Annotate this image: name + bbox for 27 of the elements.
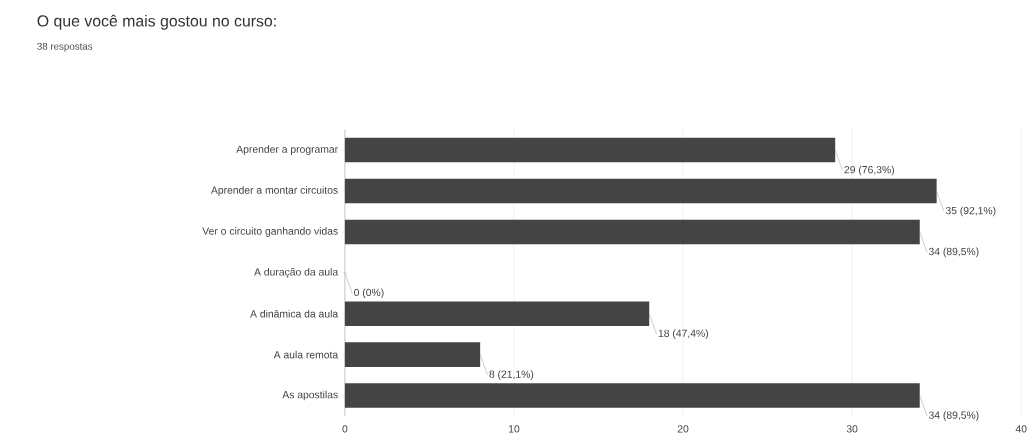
text: 38 respostas (37, 43, 93, 52)
x-tick-label: 30 (846, 425, 858, 433)
data-label: 0 (0%) (354, 288, 384, 299)
y-tick-label: A duração da aula (254, 268, 339, 278)
text: O que você mais gostou no curso: (37, 15, 276, 30)
y-tick-label: Ver o circuito ganhando vidas (202, 227, 338, 237)
y-tick-label: A aula remota (273, 351, 339, 359)
x-tick-label: 10 (509, 425, 520, 433)
bar (344, 219, 920, 245)
y-tick-label: A dinâmica da aula (250, 310, 339, 318)
x-tick-label: 40 (1015, 425, 1027, 433)
data-label: 34 (89,5%) (928, 411, 979, 422)
data-label: 35 (92,1%) (945, 206, 996, 217)
data-label: 8 (21,1%) (489, 370, 534, 381)
data-label: 18 (47,4%) (658, 329, 709, 340)
data-label: 34 (89,5%) (928, 247, 979, 258)
bar (344, 178, 937, 204)
y-tick-label: As apostilas (282, 390, 338, 401)
bar (344, 383, 920, 409)
y-tick-label: Aprender a programar (236, 145, 338, 156)
bar (344, 342, 481, 368)
bar (344, 301, 650, 327)
x-tick-label: 0 (342, 425, 348, 433)
y-tick-label: Aprender a montar circuitos (210, 186, 338, 197)
bar (344, 138, 836, 163)
x-tick-label: 20 (677, 425, 689, 433)
data-label: 29 (76,3%) (844, 165, 894, 176)
